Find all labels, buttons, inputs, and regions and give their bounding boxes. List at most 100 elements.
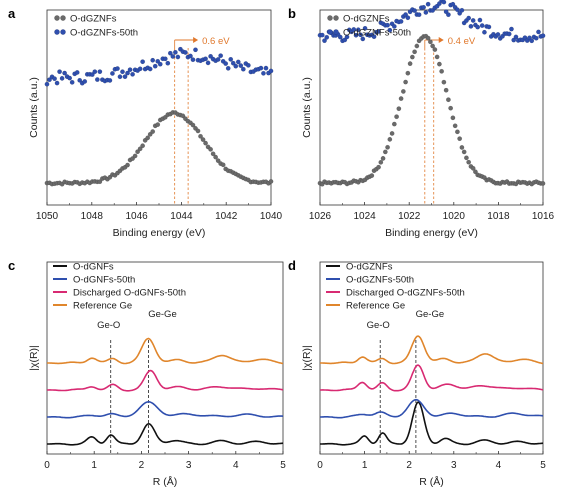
data-point: [82, 79, 88, 84]
data-point: [268, 179, 274, 184]
series-line-0: [320, 401, 544, 446]
data-point: [391, 121, 397, 127]
data-point: [344, 34, 350, 40]
data-point: [486, 24, 492, 30]
x-tick-label: 0: [44, 460, 50, 471]
data-point: [410, 54, 415, 60]
data-point: [62, 70, 67, 76]
data-point: [351, 27, 357, 32]
series-1: [44, 46, 274, 87]
data-point: [245, 62, 251, 68]
x-axis-title: Binding energy (eV): [385, 227, 478, 239]
data-point: [412, 49, 417, 55]
data-point: [319, 32, 325, 38]
data-point: [457, 136, 463, 142]
data-point: [195, 128, 201, 134]
data-point: [371, 34, 377, 40]
data-point: [455, 129, 460, 135]
x-tick-label: 1044: [170, 211, 193, 222]
data-point: [188, 53, 193, 59]
x-tick-label: 2: [139, 460, 145, 471]
x-tick-label: 1048: [81, 211, 104, 222]
panel-letter: b: [288, 6, 296, 21]
data-point: [337, 34, 343, 40]
data-point: [261, 70, 266, 76]
data-point: [155, 58, 161, 64]
legend-label: O-dGZNFs-50th: [70, 28, 138, 39]
x-tick-label: 1: [362, 460, 368, 471]
data-point: [220, 162, 226, 168]
data-point: [495, 32, 501, 37]
data-point: [450, 115, 456, 121]
data-point: [238, 63, 244, 68]
data-point: [120, 69, 125, 75]
data-point: [455, 7, 460, 13]
data-point: [398, 19, 404, 24]
data-point: [423, 10, 429, 15]
legend-marker: [327, 29, 333, 35]
x-tick-label: 0: [317, 460, 323, 471]
data-point: [540, 181, 546, 186]
data-point: [225, 65, 231, 71]
x-tick-label: 1022: [398, 211, 421, 222]
data-point: [170, 54, 176, 59]
data-point: [69, 79, 75, 85]
data-point: [414, 43, 420, 49]
series-line-1: [47, 400, 284, 419]
series-line-1: [320, 398, 544, 419]
data-point: [470, 18, 476, 23]
data-point: [115, 66, 120, 71]
bond-label: Ge-O: [367, 320, 390, 331]
panel-letter: d: [288, 258, 296, 273]
data-point: [511, 37, 517, 43]
data-point: [322, 38, 327, 44]
data-point: [89, 72, 95, 77]
data-point: [132, 153, 138, 159]
data-point: [391, 24, 397, 29]
data-point: [430, 43, 435, 49]
data-point: [77, 77, 83, 83]
legend-label: Reference Ge: [73, 301, 132, 312]
arrow-head: [193, 37, 199, 43]
data-point: [107, 78, 113, 83]
data-point: [342, 37, 348, 43]
data-point: [513, 34, 519, 40]
data-point: [416, 12, 422, 18]
data-point: [97, 179, 103, 185]
data-point: [145, 135, 151, 141]
data-point: [353, 32, 359, 38]
data-point: [205, 60, 211, 66]
x-tick-label: 1020: [443, 211, 466, 222]
series-line-2: [320, 364, 544, 392]
data-point: [167, 50, 173, 56]
data-point: [441, 79, 447, 85]
data-point: [385, 22, 390, 28]
y-axis-title: |χ(R)|: [301, 345, 313, 371]
legend-marker: [60, 29, 66, 35]
legend-label: O-dGZNFs-50th: [346, 275, 414, 286]
data-point: [198, 133, 203, 139]
x-tick-label: 1040: [260, 211, 283, 222]
data-point: [223, 61, 229, 66]
data-point: [461, 149, 467, 155]
data-point: [446, 97, 451, 103]
data-point: [135, 149, 140, 155]
data-point: [382, 149, 388, 155]
legend-label: O-dGZNFs: [343, 14, 390, 25]
x-tick-label: 1016: [532, 211, 555, 222]
data-point: [421, 4, 426, 10]
x-tick-label: 2: [406, 460, 412, 471]
data-point: [203, 56, 208, 62]
data-point: [506, 31, 512, 37]
data-point: [215, 158, 221, 164]
panel-letter: c: [8, 258, 15, 273]
data-point: [412, 8, 417, 13]
data-point: [94, 77, 100, 82]
data-point: [200, 137, 206, 142]
legend-label: Discharged O-dGZNFs-50th: [346, 288, 465, 299]
shift-annotation: 0.6 eV: [202, 36, 230, 47]
data-point: [403, 12, 408, 17]
data-point: [233, 63, 239, 69]
data-point: [378, 159, 384, 165]
data-point: [376, 29, 381, 34]
